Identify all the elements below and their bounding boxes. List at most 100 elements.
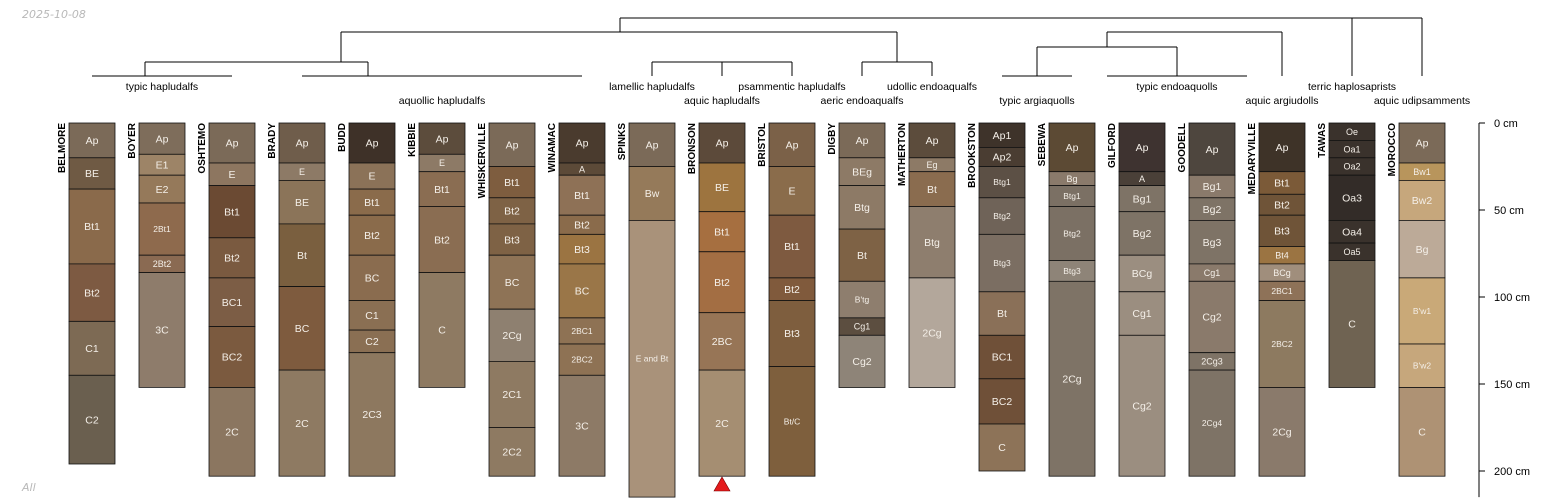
horizon-label: Bg — [1416, 244, 1429, 256]
horizon-2cg — [908, 277, 956, 388]
horizon-btg2 — [978, 197, 1026, 235]
horizon-label: Bt3 — [504, 234, 520, 246]
horizon-ap — [418, 122, 466, 155]
horizon-bt1 — [768, 214, 816, 279]
horizon-ap — [698, 122, 746, 164]
axis-tick-label: 0 cm — [1494, 118, 1518, 130]
horizon-bc — [348, 254, 396, 301]
horizon-label: 2Cg — [1272, 427, 1291, 439]
annotations — [713, 476, 731, 492]
profile-name: SPINKS — [617, 123, 628, 161]
taxon-aeric-endoaqualfs: aeric endoaqualfs — [821, 95, 904, 107]
horizon-2c — [278, 369, 326, 477]
horizon-2c — [698, 369, 746, 477]
horizon-label: Cg2 — [852, 356, 871, 368]
profile-belmore: Ap BE Bt1 Bt2 C1 C2 BELMORE — [57, 122, 116, 465]
horizon-label: Bt2 — [84, 287, 100, 299]
horizon-label: 2Cg4 — [1202, 418, 1223, 428]
profile-tawas: Oe Oa1 Oa2 Oa3 Oa4 Oa5 C TAWAS — [1317, 122, 1376, 388]
horizon-2bt1 — [138, 202, 186, 256]
horizon-label: Ap — [436, 133, 449, 145]
horizon-label: Bt — [857, 250, 867, 262]
horizon-label: E1 — [156, 159, 169, 171]
horizon-label: B'w2 — [1413, 361, 1431, 371]
horizon-label: Ap1 — [993, 130, 1012, 142]
profile-name: SEBEWA — [1037, 123, 1048, 166]
horizon-label: Ap — [646, 139, 659, 151]
profile-budd: Ap E Bt1 Bt2 BC C1 C2 2C3 BUDD — [337, 122, 396, 477]
horizon-ap — [488, 122, 536, 167]
taxon-aquic-argiudolls: aquic argiudolls — [1246, 95, 1319, 107]
horizon-label: Bt3 — [784, 328, 800, 340]
horizon-label: Bt1 — [224, 206, 240, 218]
horizon-label: BE — [715, 182, 729, 194]
profile-name: BRADY — [267, 123, 278, 159]
horizon-label: Bt1 — [84, 221, 100, 233]
horizon-label: Bt2 — [434, 234, 450, 246]
horizon-label: 3C — [155, 325, 169, 337]
profile-name: BRISTOL — [757, 123, 768, 167]
horizon-label: 2Bt1 — [153, 224, 171, 234]
horizon-label: A — [579, 164, 585, 174]
marker-triangle — [713, 476, 731, 492]
horizon-label: Ap — [856, 135, 869, 147]
horizon-label: BC — [505, 277, 520, 289]
horizon-label: 2Cg — [1062, 374, 1081, 386]
horizon-label: 2BC — [712, 336, 733, 348]
horizon-label: Oa2 — [1343, 162, 1360, 172]
horizon-bc2 — [978, 378, 1026, 425]
horizon-label: Bt — [997, 308, 1007, 320]
horizon-label: 2BC1 — [1271, 286, 1293, 296]
filter-label: All — [22, 481, 36, 494]
horizon-bt — [278, 223, 326, 287]
horizon-label: 2BC2 — [571, 355, 593, 365]
profile-name: GILFORD — [1107, 123, 1118, 168]
horizon-label: Bt — [927, 184, 937, 196]
horizon-label: 2BC1 — [571, 326, 593, 336]
horizon-label: Bw — [645, 188, 660, 200]
horizon-label: Bg3 — [1203, 237, 1222, 249]
horizon-label: Ap — [926, 135, 939, 147]
profile-name: WHISKERVILLE — [477, 123, 488, 199]
horizon-label: 2BC2 — [1271, 339, 1293, 349]
horizon-label: BC2 — [992, 396, 1013, 408]
horizon-label: Ap — [156, 133, 169, 145]
horizon-2c2 — [488, 427, 536, 477]
horizon-2cg4 — [1188, 369, 1236, 477]
horizon-ap1 — [978, 122, 1026, 148]
horizon-bt2 — [68, 263, 116, 322]
horizon-bt1 — [68, 188, 116, 265]
horizon-2bc — [698, 312, 746, 371]
taxon-psammentic-hapludalfs: psammentic hapludalfs — [738, 81, 845, 93]
horizon-bt1 — [208, 185, 256, 239]
horizon-label: Oa5 — [1343, 247, 1360, 257]
horizon-2c1 — [488, 360, 536, 428]
profile-brookston: Ap1 Ap2 Btg1 Btg2 Btg3 Bt BC1 BC2 C BROOKSTON — [967, 122, 1026, 472]
horizon-e — [348, 162, 396, 190]
horizon-be — [278, 179, 326, 225]
horizon-bt2 — [698, 251, 746, 314]
horizon-label: E — [299, 167, 305, 177]
horizon-label: Ap — [716, 138, 729, 150]
profile-whiskerville: Ap Bt1 Bt2 Bt3 BC 2Cg 2C1 2C2 WHISKERVILLE — [477, 122, 536, 477]
taxon-aquollic-hapludalfs: aquollic hapludalfs — [399, 95, 485, 107]
horizon-label: Btg2 — [1063, 229, 1081, 239]
horizon-bg1 — [1118, 185, 1166, 213]
horizon-label: Ap — [1136, 142, 1149, 154]
horizon-label: BCg — [1132, 268, 1153, 280]
horizon-label: Ap — [296, 138, 309, 150]
horizon-label: 2Cg3 — [1201, 357, 1223, 367]
horizon-label: BC1 — [992, 352, 1013, 364]
horizon-label: Ap — [576, 138, 589, 150]
horizon-e — [768, 166, 816, 216]
horizon-3c — [138, 272, 186, 388]
horizon-label: A — [1139, 174, 1145, 184]
horizon-label: Bt/C — [784, 416, 801, 426]
taxonomy-labels: typic hapludalfs aquollic hapludalfs lamel… — [126, 81, 1470, 107]
horizon-c1 — [68, 320, 116, 376]
horizon-bg3 — [1188, 219, 1236, 265]
horizon-label: 2Cg — [922, 327, 941, 339]
horizon-label: BC — [575, 286, 590, 298]
horizon-ap — [558, 122, 606, 164]
horizon-bc — [488, 254, 536, 310]
